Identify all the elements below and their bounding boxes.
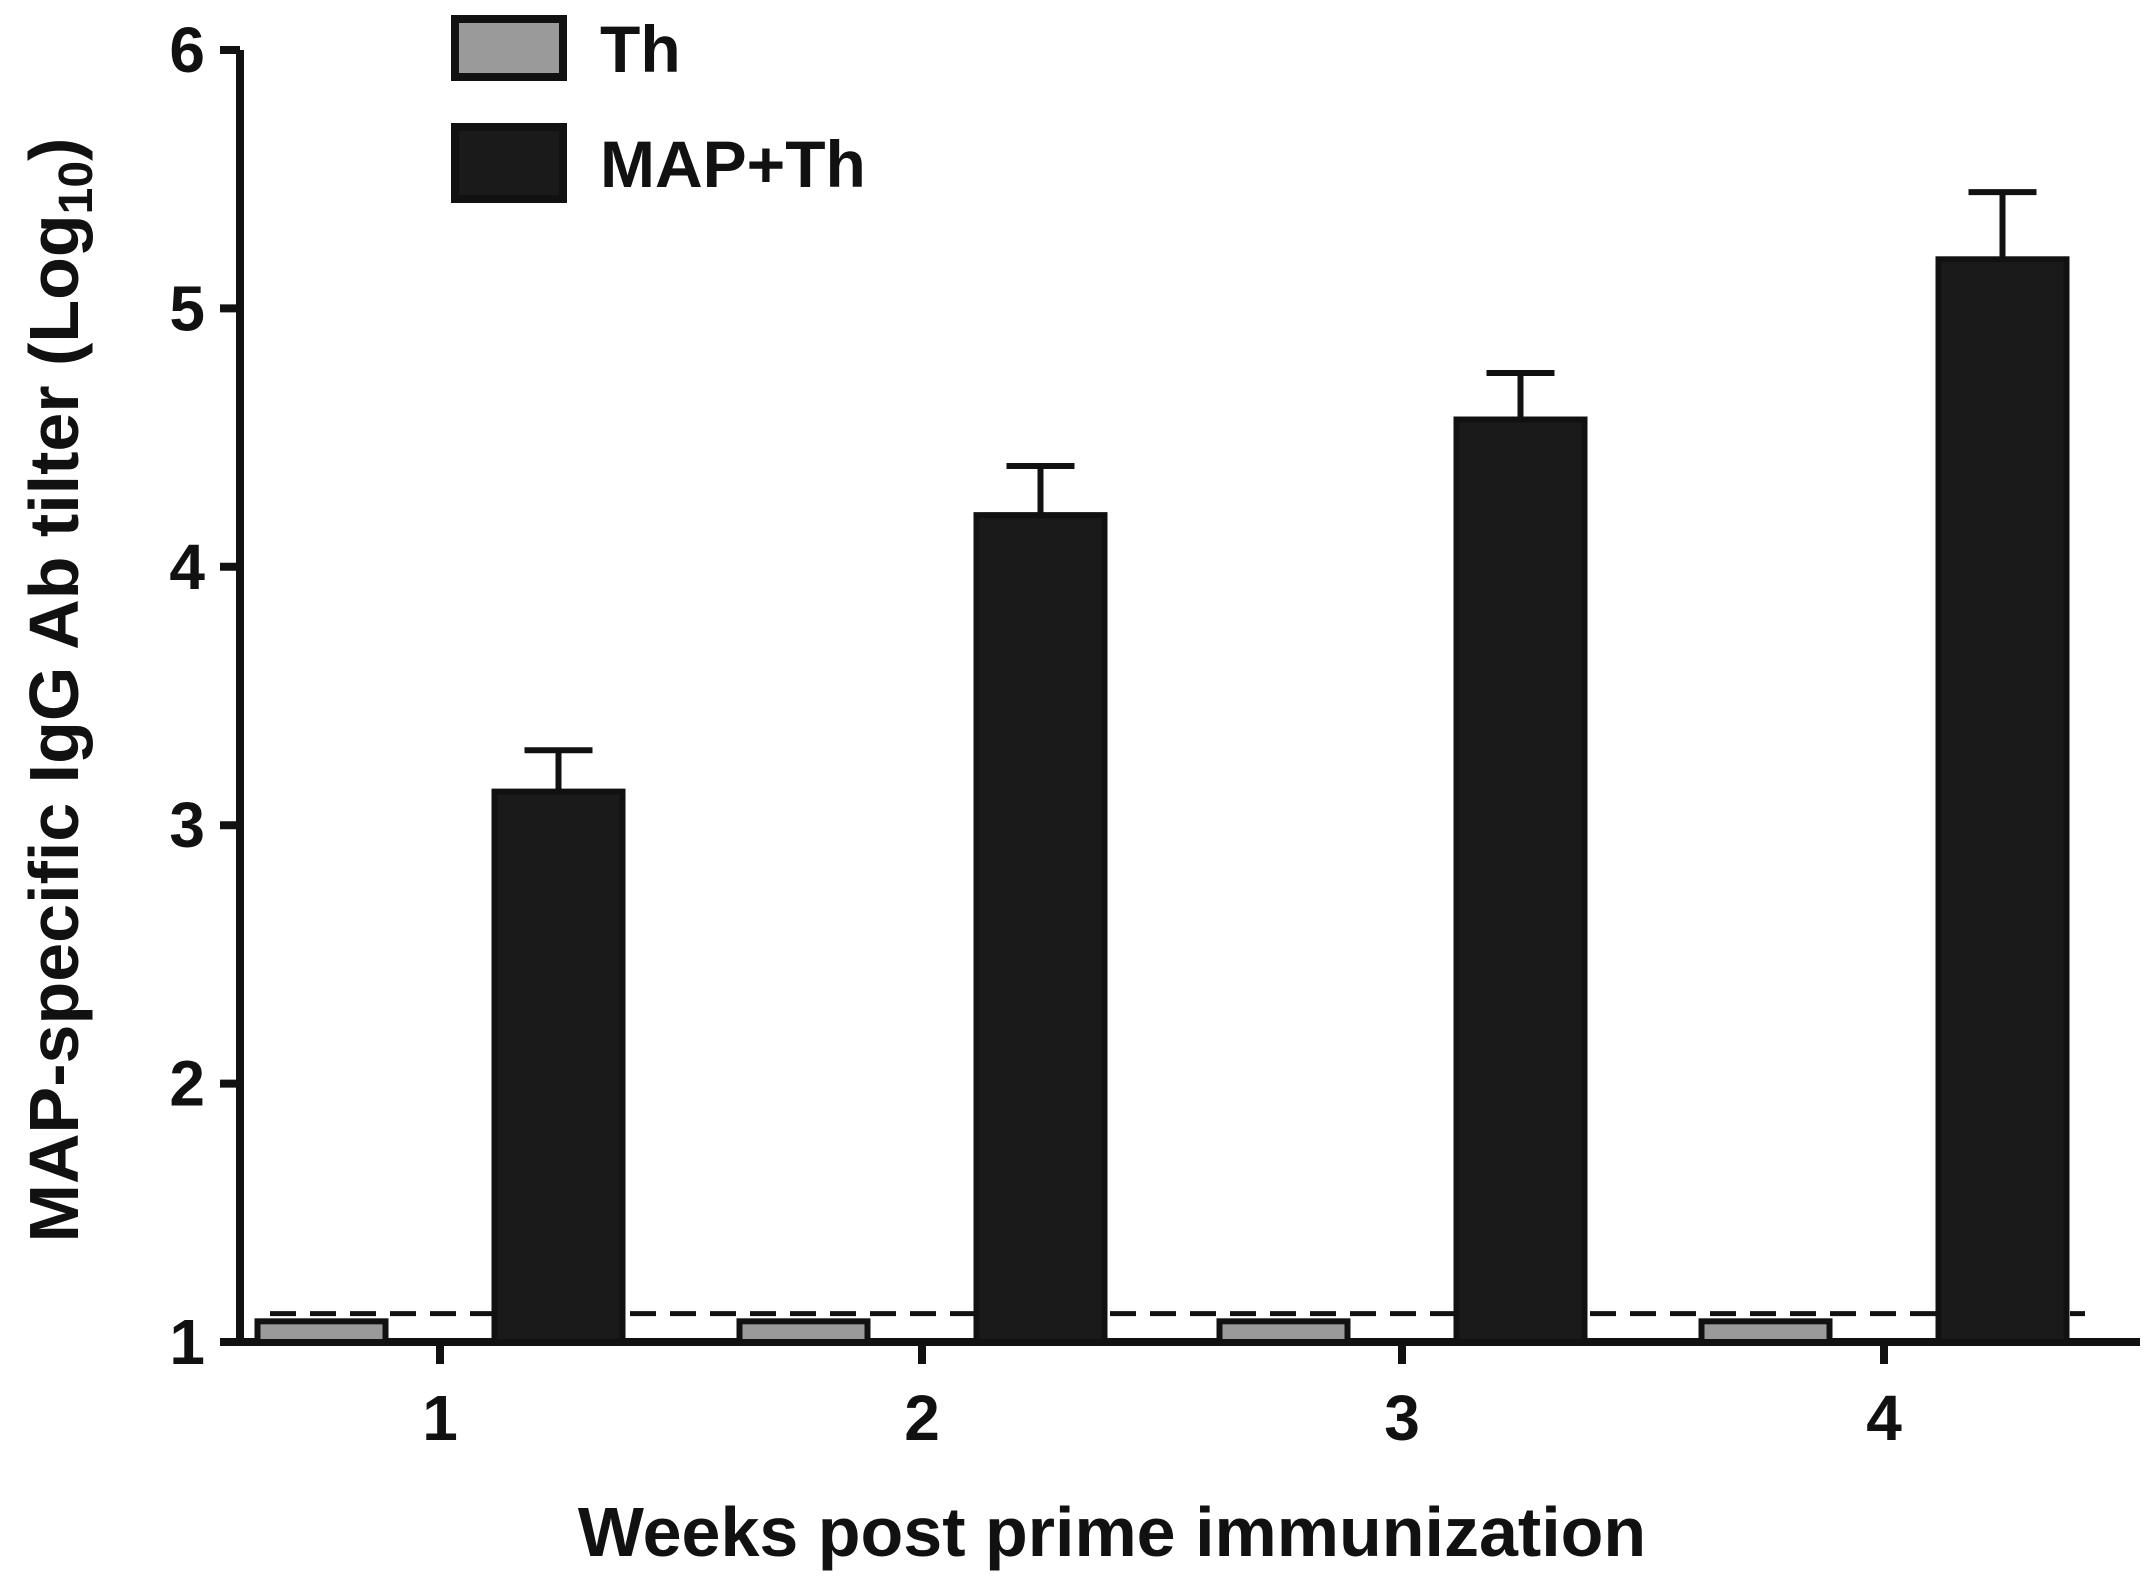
bar-th-1 (254, 1318, 389, 1346)
x-tick-label: 4 (1866, 1382, 1902, 1454)
legend: Th MAP+Th (451, 12, 866, 203)
bar-th-3 (1216, 1318, 1351, 1346)
y-tick-label: 6 (169, 14, 205, 86)
legend-label-th: Th (600, 12, 681, 86)
bar-map-th-1 (491, 788, 626, 1345)
y-tick-label: 3 (169, 789, 205, 861)
y-axis-title: MAP-specific IgG Ab tilter (Log10) (15, 138, 103, 1243)
bars (254, 189, 2070, 1346)
bar-map-th-2 (973, 512, 1108, 1345)
y-tick-label: 1 (169, 1306, 205, 1378)
x-axis-title: Weeks post prime immunization (578, 1493, 1646, 1571)
bar-th-4 (1698, 1318, 1833, 1346)
bar-map-th-3 (1453, 416, 1588, 1345)
legend-swatch-map-th (451, 123, 567, 203)
y-tick-label: 2 (169, 1048, 205, 1120)
y-axis-title-subscript: 10 (50, 161, 103, 214)
y-axis-title-main: MAP-specific IgG Ab tilter (Log (15, 214, 93, 1242)
x-tick-label: 2 (904, 1382, 940, 1454)
bar-th-2 (736, 1318, 871, 1346)
x-tick-label: 3 (1384, 1382, 1420, 1454)
legend-label-map-th: MAP+Th (600, 127, 866, 201)
y-tick-label: 5 (169, 272, 205, 344)
y-axis-title-close: ) (15, 138, 93, 161)
tick-labels: 1 2 3 4 5 6 1 2 3 4 (169, 14, 1902, 1454)
bar-map-th-4 (1935, 256, 2070, 1346)
y-tick-label: 4 (169, 531, 205, 603)
legend-swatch-th (451, 15, 567, 81)
x-tick-label: 1 (422, 1382, 458, 1454)
